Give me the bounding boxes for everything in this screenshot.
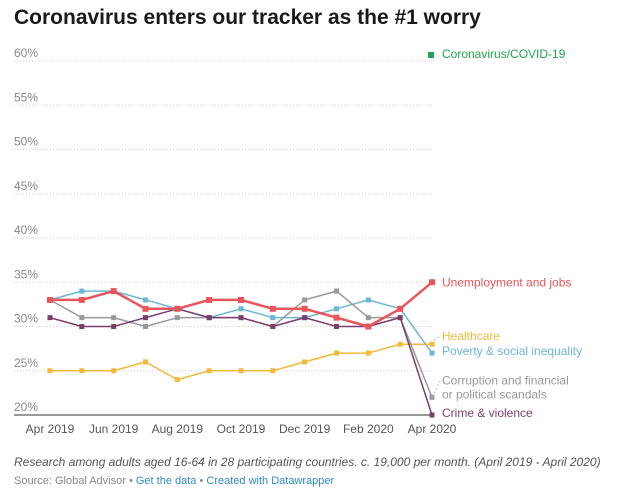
data-point xyxy=(333,314,340,321)
data-point xyxy=(397,305,404,312)
series-label: Unemployment and jobs xyxy=(442,275,571,289)
y-axis: 20% 25% 30% 35% 40% 45% 50% 55% 60% xyxy=(14,46,38,414)
label-leader xyxy=(433,335,441,341)
source-line: Source: Global Advisor • Get the data • … xyxy=(14,475,334,487)
data-point xyxy=(269,305,276,312)
data-point xyxy=(429,279,435,286)
data-point xyxy=(206,368,212,374)
data-point xyxy=(334,324,339,329)
series-unemployment-and-jobs xyxy=(47,279,435,330)
data-point xyxy=(79,288,85,294)
chart-notes: Research among adults aged 16-64 in 28 p… xyxy=(14,455,601,469)
series-lines xyxy=(47,279,435,418)
legend: Coronavirus/COVID-19 xyxy=(428,47,566,61)
data-point xyxy=(429,412,435,418)
data-point xyxy=(397,315,403,321)
data-point xyxy=(143,297,148,303)
x-tick-label: Feb 2020 xyxy=(343,422,394,436)
series-label: Healthcare xyxy=(442,329,500,343)
series-label: Corruption and financial or political sca… xyxy=(442,373,569,401)
x-tick-label: Dec 2019 xyxy=(279,422,331,436)
data-point xyxy=(110,288,117,295)
data-point xyxy=(47,296,53,303)
data-point xyxy=(174,377,180,383)
source-label: Source: Global Advisor xyxy=(14,475,126,487)
y-tick-label: 60% xyxy=(14,46,38,60)
data-point xyxy=(47,368,53,374)
data-point xyxy=(47,315,53,321)
x-tick-label: Aug 2019 xyxy=(152,422,204,436)
y-tick-label: 45% xyxy=(14,179,38,193)
data-point xyxy=(238,315,244,321)
data-point xyxy=(79,315,85,321)
data-point xyxy=(334,306,339,312)
y-tick-label: 50% xyxy=(14,135,38,149)
data-point xyxy=(78,296,85,303)
data-point xyxy=(143,324,148,329)
y-tick-label: 20% xyxy=(14,400,38,414)
series-label: Poverty & social inequality xyxy=(442,344,582,358)
data-point xyxy=(334,288,339,294)
data-point xyxy=(174,305,181,312)
data-point xyxy=(143,359,148,365)
y-tick-label: 30% xyxy=(14,312,38,326)
source-separator: • xyxy=(128,475,133,487)
source-separator: • xyxy=(199,475,204,487)
data-point xyxy=(270,315,276,321)
data-point xyxy=(206,315,212,321)
label-leader xyxy=(433,381,441,394)
data-point xyxy=(111,368,117,374)
data-point xyxy=(397,341,403,347)
data-point xyxy=(206,296,213,303)
y-tick-label: 40% xyxy=(14,223,38,237)
legend-label: Coronavirus/COVID-19 xyxy=(442,47,566,61)
y-tick-label: 25% xyxy=(14,356,38,370)
data-point xyxy=(79,324,85,329)
series-healthcare xyxy=(47,341,435,383)
x-tick-label: Apr 2020 xyxy=(408,422,457,436)
data-point xyxy=(429,350,435,356)
x-tick-label: Jun 2019 xyxy=(89,422,139,436)
legend-swatch xyxy=(428,52,434,58)
series-corruption-and-financial-or-political-scandals xyxy=(47,288,435,400)
data-point xyxy=(365,315,371,321)
data-point xyxy=(238,306,244,312)
data-point xyxy=(365,297,371,303)
data-point xyxy=(111,315,117,321)
series-line xyxy=(49,308,433,416)
x-tick-label: Oct 2019 xyxy=(217,422,266,436)
data-point xyxy=(334,350,339,356)
data-point xyxy=(142,305,149,312)
data-point xyxy=(429,341,435,347)
data-point xyxy=(429,394,435,400)
datawrapper-link[interactable]: Created with Datawrapper xyxy=(206,475,335,487)
data-point xyxy=(238,368,244,374)
data-point xyxy=(270,368,276,374)
data-point xyxy=(79,368,85,374)
data-point xyxy=(302,297,308,303)
x-tick-label: Apr 2019 xyxy=(26,422,75,436)
y-tick-label: 35% xyxy=(14,267,38,281)
line-chart: 20% 25% 30% 35% 40% 45% 50% 55% 60% Apr 2019 Jun … xyxy=(14,46,582,436)
data-point xyxy=(302,359,308,365)
y-tick-label: 55% xyxy=(14,90,38,104)
data-point xyxy=(238,296,244,303)
series-label: Crime & violence xyxy=(442,406,533,420)
series-line xyxy=(50,343,432,381)
data-point xyxy=(365,350,371,356)
x-axis: Apr 2019 Jun 2019 Aug 2019 Oct 2019 Dec 2019… xyxy=(26,422,457,436)
data-point xyxy=(143,315,148,321)
data-point xyxy=(302,315,308,321)
data-point xyxy=(365,323,372,330)
chart-title: Coronavirus enters our tracker as the #1… xyxy=(14,6,481,29)
data-point xyxy=(270,324,276,329)
data-point xyxy=(301,305,308,312)
get-the-data-link[interactable]: Get the data xyxy=(135,475,197,487)
gridlines xyxy=(14,60,432,416)
data-point xyxy=(111,324,117,329)
data-point xyxy=(174,315,180,321)
